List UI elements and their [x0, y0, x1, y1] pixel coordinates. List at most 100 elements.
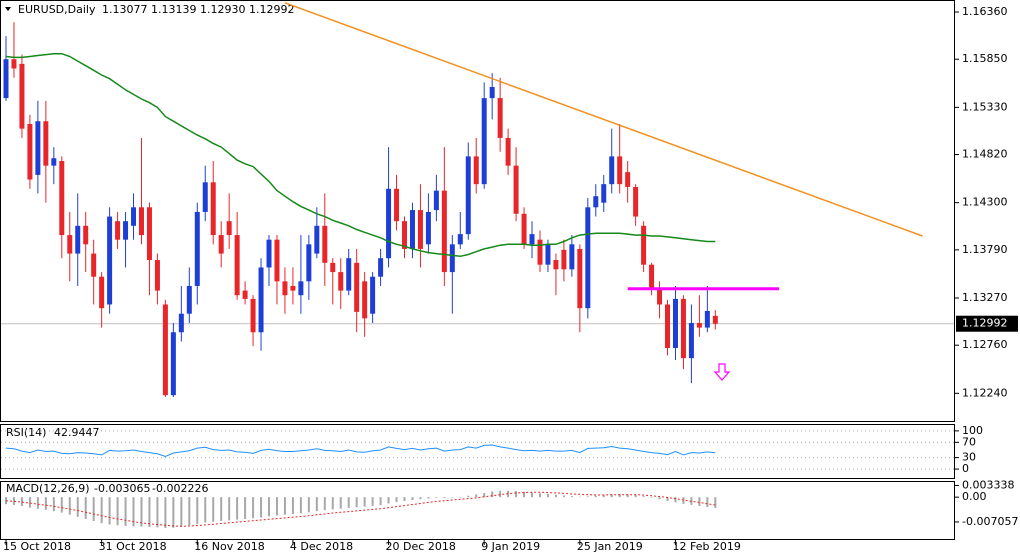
- candle-body: [146, 207, 152, 261]
- macd-bar: [156, 497, 159, 528]
- y-tick-label: 0: [962, 462, 969, 475]
- candle-body: [585, 207, 591, 309]
- candle-body: [330, 262, 336, 273]
- last-price-box: [956, 315, 1018, 332]
- y-tick-label: 1.13790: [962, 243, 1008, 256]
- candle-body: [712, 315, 718, 324]
- macd-bar: [499, 490, 502, 498]
- candle-body: [298, 281, 304, 296]
- candle-body: [35, 121, 41, 175]
- candle-body: [425, 211, 431, 245]
- macd-bar: [28, 497, 31, 508]
- macd-bar: [188, 497, 191, 526]
- y-tick-label: 0.003338: [962, 478, 1015, 491]
- candle-body: [545, 244, 551, 265]
- macd-bar: [20, 497, 23, 506]
- macd-signal: [5, 491, 716, 527]
- macd-bar: [650, 497, 653, 498]
- macd-bar: [642, 496, 645, 498]
- candle-body: [394, 188, 400, 222]
- macd-title: MACD(12,26,9): [6, 482, 90, 495]
- macd-bar: [68, 497, 71, 515]
- candle-body: [409, 210, 415, 249]
- macd-bar: [355, 497, 358, 508]
- macd-bar: [315, 497, 318, 512]
- macd-bar: [347, 497, 350, 509]
- last-price-label: 1.12992: [962, 317, 1008, 330]
- candle-body: [314, 225, 320, 254]
- macd-bar: [52, 497, 55, 512]
- x-tick-label: 16 Nov 2018: [194, 540, 264, 553]
- trend-line: [284, 2, 923, 237]
- macd-bar: [180, 497, 183, 527]
- macd-bar: [363, 497, 366, 507]
- candle-body: [521, 213, 527, 245]
- candle-body: [680, 298, 686, 359]
- macd-bar: [12, 497, 15, 505]
- candle-body: [529, 234, 535, 245]
- rsi-value: 42.9447: [54, 426, 100, 439]
- macd-bar: [411, 497, 414, 500]
- candle-body: [170, 332, 176, 396]
- macd-bar: [108, 497, 111, 525]
- macd-bar: [196, 497, 199, 524]
- x-tick-label: 4 Dec 2018: [290, 540, 353, 553]
- macd-bar: [220, 497, 223, 522]
- macd-bar: [706, 497, 709, 507]
- candle-body: [601, 184, 607, 203]
- macd-bar: [84, 497, 87, 519]
- rsi-line: [5, 444, 716, 458]
- macd-bar: [387, 497, 390, 504]
- y-tick-label: 1.12240: [962, 386, 1008, 399]
- macd-bar: [148, 497, 151, 528]
- candle-body: [704, 310, 710, 328]
- macd-bar: [371, 497, 374, 506]
- macd-bar: [379, 497, 382, 506]
- macd-bar: [395, 497, 398, 503]
- macd-bar: [236, 497, 239, 520]
- y-tick-label: 1.16360: [962, 5, 1008, 18]
- macd-bar: [403, 497, 406, 502]
- candle-body: [99, 276, 105, 309]
- y-tick-label: 1.15850: [962, 52, 1008, 65]
- candle-body: [306, 244, 312, 282]
- macd-bar: [658, 497, 661, 500]
- candle-body: [186, 285, 192, 314]
- macd-bar: [523, 491, 526, 498]
- candle-body: [386, 188, 392, 259]
- macd-bar: [212, 497, 215, 522]
- macd-bar: [172, 497, 175, 528]
- candle-body: [672, 298, 678, 348]
- menu-triangle: [5, 7, 11, 11]
- x-tick-label: 31 Oct 2018: [99, 540, 167, 553]
- rsi-title: RSI(14): [6, 426, 46, 439]
- candle-body: [234, 235, 240, 296]
- macd-bar: [60, 497, 63, 513]
- y-tick-label: 70: [962, 435, 976, 448]
- candle-body: [497, 98, 503, 138]
- candle-body: [657, 289, 663, 305]
- candle-body: [154, 260, 160, 291]
- macd-bar: [554, 494, 557, 498]
- macd-bar: [578, 496, 581, 498]
- macd-bar: [244, 497, 247, 519]
- y-tick-label: 1.15330: [962, 100, 1008, 113]
- candle-body: [123, 221, 129, 240]
- macd-signal-value: -0.002226: [152, 482, 208, 495]
- candle-body: [266, 239, 272, 268]
- candle-body: [91, 253, 97, 277]
- macd-bar: [538, 493, 541, 498]
- macd-bar: [331, 497, 334, 510]
- candle-body: [641, 225, 647, 265]
- candle-body: [665, 304, 671, 348]
- candle-body: [75, 225, 81, 254]
- candle-body: [577, 248, 583, 309]
- macd-bar: [419, 497, 422, 500]
- candle-body: [354, 262, 360, 312]
- macd-bar: [427, 497, 430, 499]
- candle-body: [402, 221, 407, 249]
- y-tick-label: 1.12760: [962, 338, 1008, 351]
- candle-body: [131, 207, 137, 226]
- candle-body: [489, 86, 495, 99]
- candle-body: [322, 225, 328, 263]
